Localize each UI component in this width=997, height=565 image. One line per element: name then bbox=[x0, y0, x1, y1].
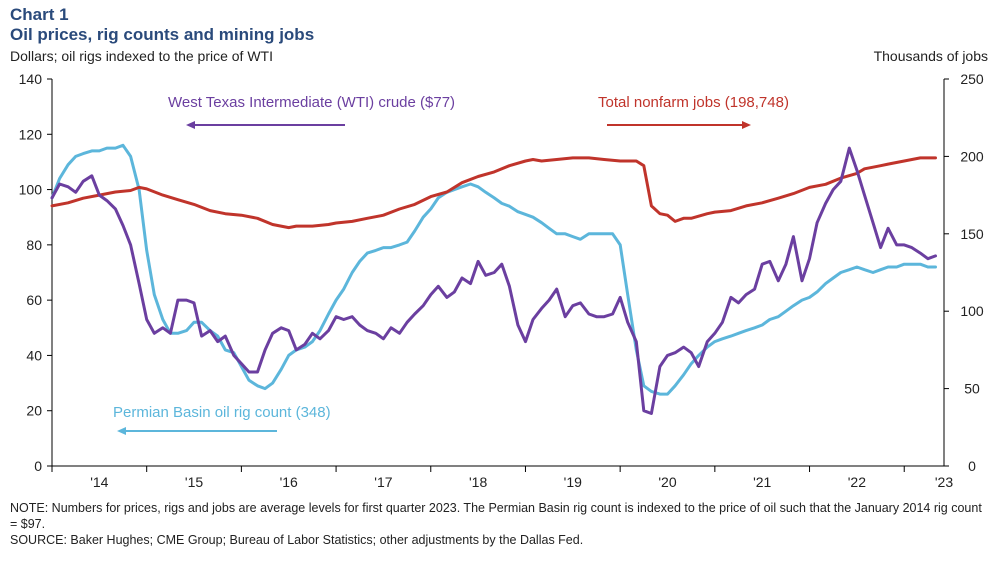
note-text: NOTE: Numbers for prices, rigs and jobs … bbox=[10, 501, 982, 531]
chart-number: Chart 1 bbox=[10, 5, 69, 24]
chart-notes: NOTE: Numbers for prices, rigs and jobs … bbox=[10, 500, 990, 548]
left-tick-label: 20 bbox=[26, 403, 42, 419]
series-line-2 bbox=[50, 143, 937, 396]
right-tick-label: 100 bbox=[960, 303, 984, 319]
legend-arrowhead-0 bbox=[186, 121, 195, 129]
left-tick-label: 40 bbox=[26, 347, 42, 363]
left-tick-label: 0 bbox=[34, 458, 42, 474]
chart-title: Oil prices, rig counts and mining jobs bbox=[10, 25, 315, 44]
legend-label-1: Total nonfarm jobs (198,748) bbox=[598, 94, 789, 111]
series-line-1 bbox=[50, 156, 937, 230]
left-tick-label: 140 bbox=[19, 71, 43, 87]
x-tick-label: '21 bbox=[753, 474, 771, 490]
legend-label-2: Permian Basin oil rig count (348) bbox=[113, 404, 331, 421]
x-tick-label: '18 bbox=[469, 474, 487, 490]
legend-label-0: West Texas Intermediate (WTI) crude ($77… bbox=[168, 94, 455, 111]
x-tick-label: '14 bbox=[90, 474, 108, 490]
x-tick-label: '22 bbox=[848, 474, 866, 490]
left-tick-label: 60 bbox=[26, 292, 42, 308]
series-line-0 bbox=[50, 146, 937, 415]
left-axis-label: Dollars; oil rigs indexed to the price o… bbox=[10, 48, 273, 64]
x-tick-label: '23 bbox=[935, 474, 953, 490]
right-tick-label: 0 bbox=[968, 458, 976, 474]
right-axis-label: Thousands of jobs bbox=[873, 48, 988, 64]
right-tick-label: 200 bbox=[960, 148, 984, 164]
right-tick-label: 50 bbox=[964, 381, 980, 397]
line-chart: 0 20 40 60 80 100 120 140 0 50 100 150 200 250 '14 '15 '… bbox=[19, 71, 984, 490]
x-tick-label: '15 bbox=[185, 474, 203, 490]
series-lines bbox=[50, 143, 937, 415]
axes: 0 20 40 60 80 100 120 140 0 50 100 150 200 250 '14 '15 '… bbox=[19, 71, 984, 490]
right-tick-label: 250 bbox=[960, 71, 984, 87]
legend-arrowhead-2 bbox=[117, 427, 126, 435]
x-tick-label: '17 bbox=[374, 474, 392, 490]
left-tick-label: 100 bbox=[19, 182, 43, 198]
left-tick-label: 120 bbox=[19, 126, 43, 142]
x-tick-label: '19 bbox=[564, 474, 582, 490]
left-tick-label: 80 bbox=[26, 237, 42, 253]
legend-arrowhead-1 bbox=[742, 121, 751, 129]
source-text: SOURCE: Baker Hughes; CME Group; Bureau … bbox=[10, 533, 584, 547]
x-tick-label: '16 bbox=[280, 474, 298, 490]
annotations: West Texas Intermediate (WTI) crude ($77… bbox=[113, 94, 789, 435]
right-tick-label: 150 bbox=[960, 226, 984, 242]
x-tick-label: '20 bbox=[658, 474, 676, 490]
